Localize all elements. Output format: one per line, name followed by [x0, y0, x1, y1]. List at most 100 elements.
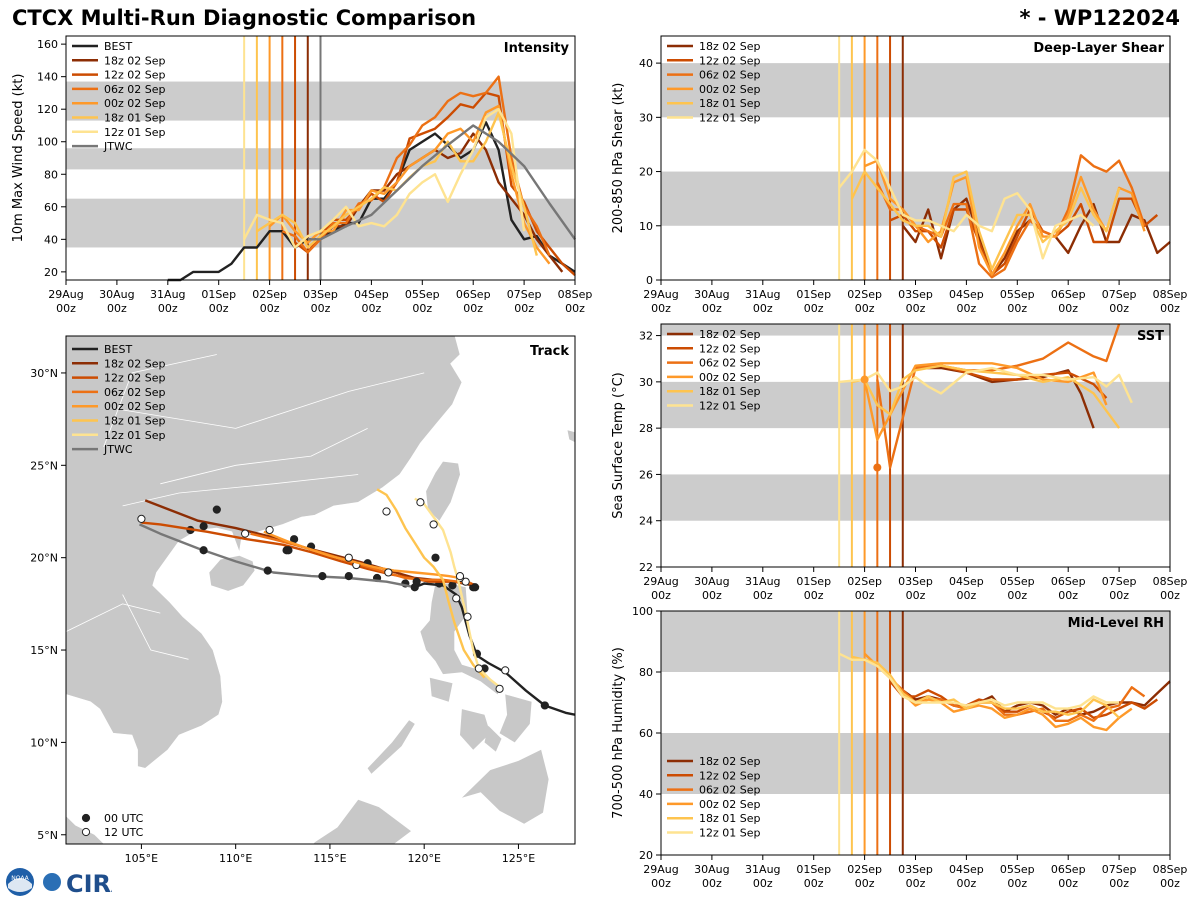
x-tick-hour: 00z [565, 302, 585, 315]
x-tick-day: 07Sep [1102, 288, 1137, 301]
panay-island [460, 709, 491, 750]
legend-label: 18z 01 Sep [699, 812, 761, 825]
y-tick-label: 5°N [37, 829, 58, 842]
x-tick-day: 03Sep [303, 288, 338, 301]
admin-boundary [122, 372, 425, 429]
x-tick-day: 08Sep [558, 288, 593, 301]
x-tick-day: 01Sep [796, 863, 831, 876]
x-tick-day: 29Aug [643, 575, 678, 588]
x-tick-hour: 00z [957, 302, 977, 315]
x-tick-hour: 00z [651, 877, 671, 890]
track-position-dot [212, 505, 221, 514]
track-position-dot [416, 498, 425, 507]
legend-label: 18z 02 Sep [699, 755, 761, 768]
seal-text: NOAA [11, 875, 29, 882]
x-tick-day: 07Sep [1102, 863, 1137, 876]
x-tick-hour: 00z [1160, 877, 1180, 890]
x-tick-hour: 00z [753, 302, 773, 315]
y-tick-label: 20 [44, 266, 58, 279]
y-axis-label: Sea Surface Temp (°C) [611, 372, 626, 519]
x-tick-hour: 00z [1058, 589, 1078, 600]
x-tick-day: 04Sep [354, 288, 389, 301]
track-position-dot [461, 577, 470, 586]
x-tick-hour: 00z [906, 302, 926, 315]
x-tick-day: 07Sep [1102, 575, 1137, 588]
panel-title: SST [1137, 329, 1164, 344]
track-position-dot [495, 684, 504, 693]
track-position-dot [452, 594, 461, 603]
legend-label: 18z 02 Sep [104, 357, 166, 370]
x-tick-hour: 00z [1160, 302, 1180, 315]
admin-boundary [160, 428, 368, 485]
legend-label: 06z 02 Sep [104, 83, 166, 96]
series-line-2 [876, 323, 1121, 469]
y-tick-label: 80 [44, 168, 58, 181]
legend-label: 12z 01 Sep [699, 112, 761, 125]
legend-label: 06z 02 Sep [699, 357, 761, 370]
track-position-dot [455, 572, 465, 581]
storm-id: * - WP122024 [1019, 6, 1180, 30]
x-tick-day: 29Aug [643, 288, 678, 301]
x-tick-day: 30Aug [694, 575, 729, 588]
x-tick-label: 120°E [407, 852, 440, 865]
x-tick-hour: 00z [855, 302, 875, 315]
y-tick-label: 100 [37, 136, 58, 149]
series-line-2 [876, 154, 1146, 279]
rh-chart: 2040608010029Aug00z30Aug00z31Aug00z01Sep… [611, 605, 1187, 890]
y-tick-label: 40 [639, 788, 653, 801]
x-tick-hour: 00z [56, 302, 76, 315]
y-tick-label: 26 [639, 468, 653, 481]
logo-text: CIRA [66, 870, 112, 898]
track-position-dot [431, 553, 440, 562]
track-position-dot [318, 572, 327, 581]
panel-title: Deep-Layer Shear [1033, 41, 1164, 56]
x-tick-hour: 00z [463, 302, 483, 315]
legend-label: 00z 02 Sep [699, 798, 761, 811]
x-tick-hour: 00z [1109, 302, 1129, 315]
legend-label: 12z 01 Sep [699, 827, 761, 840]
y-axis-label: 200-850 hPa Shear (kt) [611, 83, 626, 234]
shade-band [661, 733, 1170, 794]
x-tick-day: 02Sep [252, 288, 287, 301]
legend-label: BEST [104, 40, 132, 53]
shade-band [661, 63, 1170, 118]
x-tick-day: 01Sep [796, 575, 831, 588]
x-tick-day: 02Sep [847, 863, 882, 876]
x-tick-hour: 00z [906, 877, 926, 890]
x-tick-day: 05Sep [1000, 288, 1035, 301]
y-tick-label: 20 [639, 849, 653, 862]
y-tick-label: 32 [639, 330, 653, 343]
admin-boundary [103, 354, 217, 447]
x-tick-day: 05Sep [1000, 575, 1035, 588]
x-tick-day: 04Sep [949, 863, 984, 876]
track-position-dot [263, 566, 272, 575]
track-position-dot [344, 553, 353, 562]
track-position-dot [540, 701, 549, 710]
legend-label: 00z 02 Sep [699, 371, 761, 384]
legend-label: 06z 02 Sep [699, 69, 761, 82]
x-tick-hour: 00z [804, 589, 824, 600]
track-position-dot [384, 568, 393, 577]
x-tick-hour: 00z [260, 302, 280, 315]
marker-legend-dot [81, 813, 91, 823]
track-line-7 [139, 523, 416, 589]
x-tick-hour: 00z [1058, 302, 1078, 315]
y-tick-label: 15°N [30, 644, 58, 657]
y-tick-label: 30 [639, 376, 653, 389]
legend-label: 18z 02 Sep [699, 328, 761, 341]
panel-title: Mid-Level RH [1068, 616, 1164, 631]
x-tick-day: 06Sep [1051, 288, 1086, 301]
x-tick-day: 01Sep [796, 288, 831, 301]
x-tick-hour: 00z [1058, 877, 1078, 890]
okinawa-island [567, 430, 575, 443]
cira-logo: NOAA CIRA [4, 866, 112, 898]
x-tick-hour: 00z [702, 877, 722, 890]
legend-label: 18z 01 Sep [699, 97, 761, 110]
legend-label: 18z 02 Sep [699, 40, 761, 53]
x-tick-label: 115°E [313, 852, 346, 865]
track-position-dot [284, 546, 293, 555]
y-tick-label: 40 [44, 233, 58, 246]
admin-boundary [122, 474, 359, 507]
x-tick-day: 03Sep [898, 288, 933, 301]
mindoro-island [429, 677, 453, 702]
